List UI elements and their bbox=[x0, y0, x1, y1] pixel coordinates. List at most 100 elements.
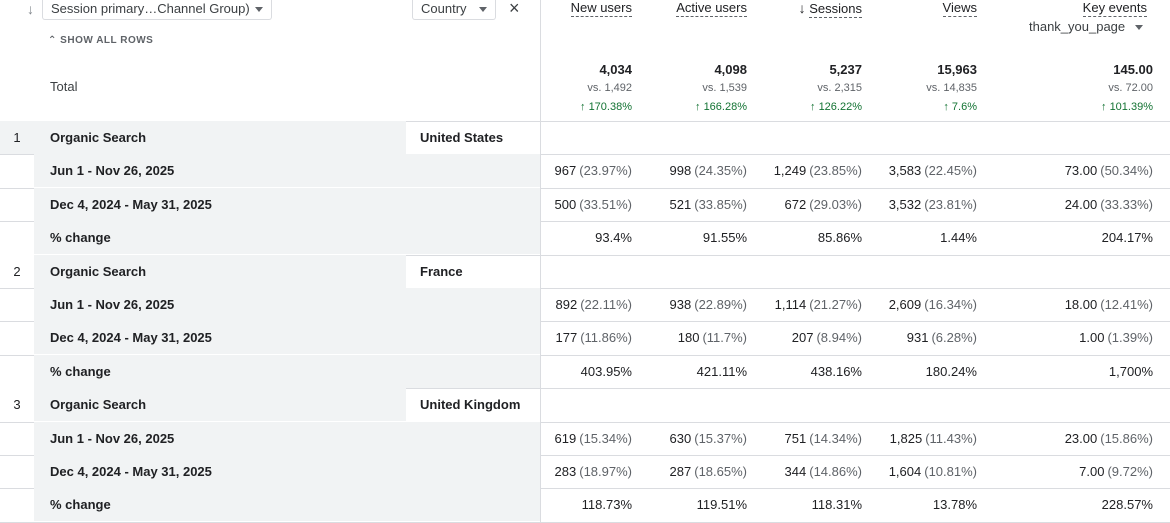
metric-value: 207 bbox=[791, 330, 814, 345]
metric-value: 421.11% bbox=[696, 364, 747, 379]
column-header-views[interactable]: Views bbox=[942, 0, 977, 17]
unfold-icon: ⌃ bbox=[48, 35, 57, 46]
metric-value: 73.00 bbox=[1064, 163, 1098, 178]
column-header-new-users[interactable]: New users bbox=[570, 0, 632, 17]
metric-cell-active-users: 630 (15.37%) bbox=[637, 431, 747, 446]
metric-value: 892 bbox=[555, 297, 578, 312]
metric-value: 228.57% bbox=[1101, 497, 1153, 512]
metric-cell-new-users: 93.4% bbox=[522, 230, 632, 245]
channel-group-cell[interactable]: Organic Search bbox=[50, 397, 147, 412]
row-index: 1 bbox=[13, 130, 21, 145]
total-label: Total bbox=[50, 79, 78, 94]
metric-cell-active-users: 938 (22.89%) bbox=[637, 297, 747, 312]
metric-cell-views: 3,583 (22.45%) bbox=[867, 163, 977, 178]
metric-value: 500 bbox=[554, 197, 577, 212]
channel-group-cell[interactable]: Organic Search bbox=[50, 264, 147, 279]
row-divider bbox=[0, 388, 1170, 389]
dimension-label: Session primary…Channel Group) bbox=[51, 1, 250, 16]
metric-value: 1.00 bbox=[1079, 330, 1105, 345]
metric-share: (11.7%) bbox=[702, 330, 747, 345]
sub-row-background bbox=[34, 221, 540, 254]
group-row-background bbox=[0, 388, 34, 421]
metric-cell-views: 13.78% bbox=[867, 497, 977, 512]
metric-cell-sessions: 118.31% bbox=[752, 497, 862, 512]
metric-value: 3,583 bbox=[888, 163, 922, 178]
metric-cell-sessions: 751 (14.34%) bbox=[752, 431, 862, 446]
metric-share: (18.65%) bbox=[694, 464, 747, 479]
metric-cell-new-users: 283 (18.97%) bbox=[522, 464, 632, 479]
metric-value: 283 bbox=[554, 464, 577, 479]
row-divider bbox=[0, 288, 1170, 289]
metric-cell-views: 180.24% bbox=[867, 364, 977, 379]
metric-value: 204.17% bbox=[1101, 230, 1153, 245]
metric-share: (23.97%) bbox=[579, 163, 632, 178]
chevron-down-icon bbox=[479, 7, 487, 12]
metric-share: (18.97%) bbox=[579, 464, 632, 479]
metric-cell-key-events: 228.57% bbox=[1043, 497, 1153, 512]
show-all-rows-label: SHOW ALL ROWS bbox=[60, 35, 154, 46]
row-divider bbox=[0, 188, 1170, 189]
sub-row-background bbox=[34, 321, 540, 354]
column-divider bbox=[540, 0, 541, 522]
metric-value: 344 bbox=[784, 464, 807, 479]
metric-value: 1,249 bbox=[773, 163, 807, 178]
row-divider bbox=[0, 121, 1170, 122]
metric-value: 118.73% bbox=[581, 497, 632, 512]
date-range-label: Jun 1 - Nov 26, 2025 bbox=[50, 297, 175, 312]
metric-value: 998 bbox=[669, 163, 692, 178]
metric-cell-new-users: 500 (33.51%) bbox=[522, 197, 632, 212]
metric-cell-active-users: 119.51% bbox=[637, 497, 747, 512]
dimension-selector-country[interactable]: Country bbox=[412, 0, 496, 20]
dimension-selector-channel-group[interactable]: Session primary…Channel Group) bbox=[42, 0, 272, 20]
close-icon[interactable]: × bbox=[509, 0, 520, 18]
date-range-label: Jun 1 - Nov 26, 2025 bbox=[50, 163, 175, 178]
metric-value: 1.44% bbox=[940, 230, 977, 245]
metric-cell-sessions: 438.16% bbox=[752, 364, 862, 379]
sub-row-background bbox=[34, 488, 540, 521]
metric-cell-key-events: 204.17% bbox=[1043, 230, 1153, 245]
metric-value: 438.16% bbox=[810, 364, 862, 379]
show-all-rows-button[interactable]: ⌃ SHOW ALL ROWS bbox=[48, 35, 153, 46]
sub-row-background bbox=[34, 154, 540, 187]
channel-group-cell[interactable]: Organic Search bbox=[50, 130, 147, 145]
chevron-down-icon bbox=[1134, 25, 1143, 31]
metric-value: 18.00 bbox=[1064, 297, 1098, 312]
metric-share: (23.85%) bbox=[809, 163, 862, 178]
metric-share: (22.45%) bbox=[924, 163, 977, 178]
metric-value: 672 bbox=[784, 197, 807, 212]
row-divider bbox=[0, 221, 1170, 222]
metric-cell-active-users: 91.55% bbox=[637, 230, 747, 245]
sub-row-background bbox=[34, 188, 540, 221]
row-index: 2 bbox=[13, 264, 21, 279]
metric-value: 2,609 bbox=[888, 297, 922, 312]
metric-value: 180.24% bbox=[925, 364, 977, 379]
metric-share: (29.03%) bbox=[809, 197, 862, 212]
country-cell[interactable]: United States bbox=[420, 130, 504, 145]
key-event-selector[interactable]: thank_you_page bbox=[1029, 19, 1143, 34]
metric-value: 1,604 bbox=[888, 464, 922, 479]
date-range-label: Dec 4, 2024 - May 31, 2025 bbox=[50, 464, 212, 479]
column-header-active-users[interactable]: Active users bbox=[676, 0, 747, 17]
column-header-sessions[interactable]: ↓ Sessions bbox=[798, 0, 862, 18]
metric-value: 751 bbox=[784, 431, 807, 446]
metric-value: 23.00 bbox=[1064, 431, 1098, 446]
metric-share: (22.11%) bbox=[580, 297, 632, 312]
dim1-sort-arrow-icon[interactable]: ↓ bbox=[27, 1, 34, 17]
total-views: 15,963 vs. 14,835 ↑ 7.6% bbox=[926, 62, 977, 113]
metric-cell-sessions: 672 (29.03%) bbox=[752, 197, 862, 212]
metric-value: 938 bbox=[669, 297, 692, 312]
row-divider bbox=[0, 422, 1170, 423]
row-divider bbox=[0, 154, 1170, 155]
metric-cell-key-events: 7.00 (9.72%) bbox=[1043, 464, 1153, 479]
column-header-key-events[interactable]: Key events bbox=[1082, 0, 1147, 17]
metric-cell-views: 1,825 (11.43%) bbox=[867, 431, 977, 446]
sub-row-background bbox=[34, 288, 540, 321]
country-cell[interactable]: France bbox=[420, 264, 463, 279]
metric-cell-views: 1,604 (10.81%) bbox=[867, 464, 977, 479]
metric-cell-sessions: 85.86% bbox=[752, 230, 862, 245]
date-range-label: % change bbox=[50, 364, 111, 379]
metric-cell-sessions: 1,249 (23.85%) bbox=[752, 163, 862, 178]
country-cell[interactable]: United Kingdom bbox=[420, 397, 521, 412]
metric-share: (50.34%) bbox=[1100, 163, 1153, 178]
dimension-label: Country bbox=[421, 1, 467, 16]
